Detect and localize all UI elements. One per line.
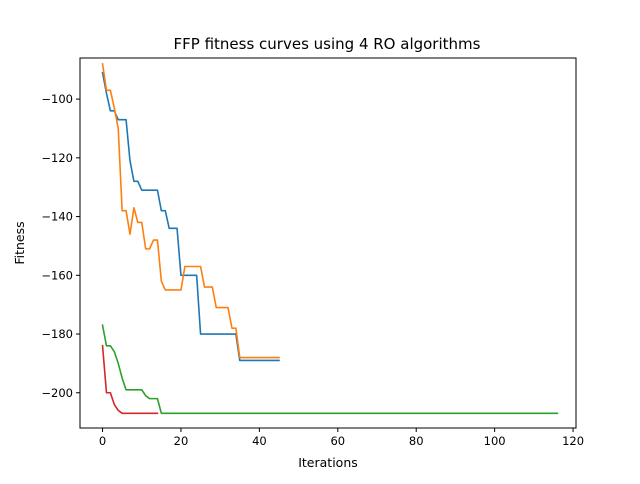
y-tick-label: −120 bbox=[41, 151, 73, 165]
axes-frame bbox=[79, 57, 577, 429]
plot-area bbox=[101, 62, 559, 415]
x-tick-label: 100 bbox=[484, 434, 506, 448]
series-line-1 bbox=[101, 71, 280, 362]
y-tick-label: −100 bbox=[41, 92, 73, 106]
x-tick-label: 80 bbox=[409, 434, 424, 448]
y-tick-label: −180 bbox=[41, 327, 73, 341]
x-tick-label: 40 bbox=[252, 434, 267, 448]
y-axis-label: Fitness bbox=[12, 221, 27, 264]
series-line-2 bbox=[101, 62, 280, 359]
y-tick-label: −140 bbox=[41, 210, 73, 224]
series-line-3 bbox=[101, 324, 559, 415]
x-tick-label: 120 bbox=[562, 434, 584, 448]
y-tick-label: −160 bbox=[41, 268, 73, 282]
x-tick-label: 20 bbox=[174, 434, 189, 448]
series-line-4 bbox=[101, 344, 159, 415]
x-tick-label: 0 bbox=[99, 434, 106, 448]
y-tick-label: −200 bbox=[41, 386, 73, 400]
axis-ticks: 0 20 40 60 80 100 120 −100 −120 −140 −160 −180 −200 bbox=[41, 92, 584, 448]
chart-title: FFP fitness curves using 4 RO algorithms bbox=[174, 35, 481, 53]
x-tick-label: 60 bbox=[330, 434, 345, 448]
x-axis-label: Iterations bbox=[298, 455, 358, 470]
